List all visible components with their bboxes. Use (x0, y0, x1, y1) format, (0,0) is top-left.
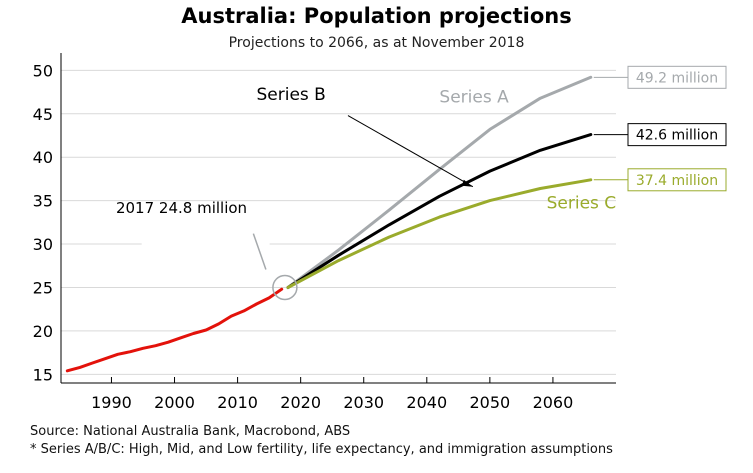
x-tick-label-2020: 2020 (280, 393, 321, 412)
end-label-box-1 (627, 123, 727, 147)
annotation-circle (272, 274, 298, 301)
series-line-series-b (286, 133, 593, 289)
x-tick-label-2060: 2060 (533, 393, 574, 412)
series-line-historical (65, 287, 284, 373)
end-label-box-0 (627, 65, 727, 89)
x-tick-label-2000: 2000 (154, 393, 195, 412)
series-label-series-b: Series B (257, 85, 326, 105)
series-b-arrowhead (461, 179, 473, 187)
chart-title: Australia: Population projections (181, 4, 572, 28)
y-tick-label-50: 50 (33, 61, 53, 80)
y-tick-label-45: 45 (33, 105, 53, 124)
series-label-series-c: Series C (547, 193, 617, 213)
series-b-leader (347, 115, 474, 188)
axes: 15 20 25 30 35 40 45 50 1990 2000 2010 2020 2030 2040… (33, 53, 616, 412)
source-note: Source: National Australia Bank, Macrobo… (30, 424, 351, 439)
annotation-leader (252, 233, 267, 270)
chart-subtitle: Projections to 2066, as at November 2018 (228, 35, 525, 51)
end-label-text-2: 37.4 million (636, 173, 718, 189)
footnote: * Series A/B/C: High, Mid, and Low ferti… (30, 442, 613, 457)
series-line-series-a (286, 75, 593, 289)
series-line-series-c (286, 178, 593, 289)
gridlines (61, 69, 616, 375)
end-label-text-1: 42.6 million (636, 128, 718, 144)
x-tick-label-2030: 2030 (343, 393, 384, 412)
y-tick-label-30: 30 (33, 235, 53, 254)
x-tick-label-2040: 2040 (406, 393, 447, 412)
y-tick-label-20: 20 (33, 322, 53, 341)
series-lines (65, 75, 593, 373)
y-tick-label-40: 40 (33, 148, 53, 167)
y-tick-label-25: 25 (33, 278, 53, 297)
end-label-box-2 (627, 168, 727, 192)
annotation-mask (141, 204, 270, 249)
annotation-text: 2017 24.8 million (116, 199, 247, 217)
x-tick-label-1990: 1990 (91, 393, 132, 412)
series-label-series-a: Series A (439, 88, 509, 108)
y-tick-label-35: 35 (33, 192, 53, 211)
end-label-text-0: 49.2 million (636, 70, 718, 86)
y-tick-label-15: 15 (33, 365, 53, 384)
x-tick-label-2050: 2050 (470, 393, 511, 412)
population-chart: 15 20 25 30 35 40 45 50 1990 2000 2010 2020 2030 2040… (33, 53, 727, 412)
chart-labels: 2017 24.8 million Series A Series B Series … (116, 65, 727, 301)
x-tick-label-2010: 2010 (217, 393, 258, 412)
